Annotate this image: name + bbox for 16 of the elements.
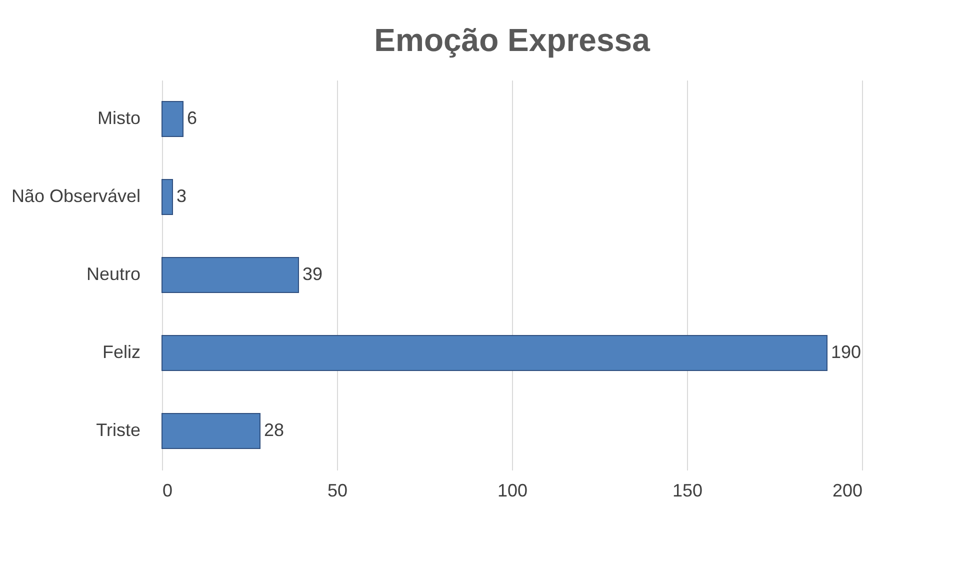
x-tick-label: 100	[497, 480, 528, 500]
chart-title: Emoção Expressa	[374, 22, 650, 58]
x-tick-label: 150	[672, 480, 703, 500]
data-label: 6	[187, 108, 198, 128]
y-tick-label: Neutro	[86, 264, 140, 284]
y-tick-label: Feliz	[102, 342, 140, 362]
data-label: 28	[264, 420, 284, 440]
y-tick-label: Triste	[96, 420, 140, 440]
y-tick-label: Não Observável	[11, 186, 140, 206]
x-tick-label: 0	[162, 480, 173, 500]
x-tick-label: 50	[327, 480, 348, 500]
data-label: 190	[831, 342, 862, 362]
x-tick-label: 200	[832, 480, 862, 500]
data-label: 39	[302, 264, 323, 284]
y-tick-label: Misto	[97, 108, 140, 128]
data-label: 3	[176, 186, 187, 206]
